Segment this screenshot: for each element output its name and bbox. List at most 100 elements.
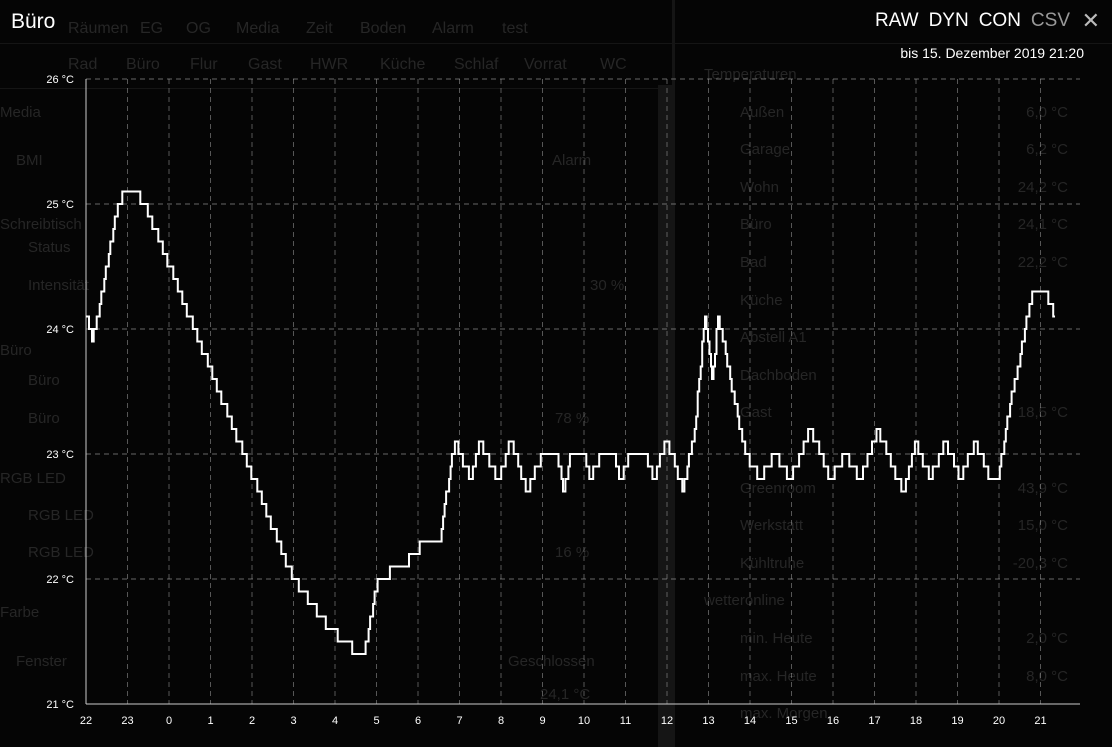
sensor-label: wetteronline [704,592,785,610]
mode-toolbar: RAW DYN CON CSV [875,10,1070,32]
top-tab: Räumen [68,20,129,37]
background-item: Farbe [0,604,40,621]
top-tab: Alarm [432,20,474,37]
room-tab: WC [600,56,627,73]
background-item: Fenster [16,653,67,670]
room-tab: Rad [68,56,98,73]
sensor-label: Greenroom [740,479,816,497]
top-tab: Boden [360,20,407,37]
divider [0,43,1112,44]
room-tab: Gast [248,56,282,73]
sensor-label: Werkstatt [740,517,804,535]
x-tick-label: 22 [80,715,92,727]
room-tab: Büro [126,56,160,73]
x-tick-label: 7 [456,715,462,727]
sensor-label: Büro [740,216,772,234]
sensor-label: Außen [740,103,785,121]
x-tick-label: 1 [207,715,213,727]
temperature-series-line [86,190,1055,655]
divider [658,85,672,747]
y-tick-label: 21 °C [46,699,74,711]
sensor-value: 15,0 °C [1017,517,1068,535]
background-item: Media [0,104,41,121]
background-item: Geschlossen [508,653,595,670]
sensor-label: Abstell A1 [740,329,807,347]
raw-button[interactable]: RAW [874,10,919,31]
chart-title: Büro [11,10,56,33]
x-tick-label: 3 [290,715,296,727]
y-tick-label: 24 °C [46,324,74,336]
sensor-label: Bad [740,254,767,271]
background-item: Status [28,239,71,256]
top-tab: OG [186,20,211,37]
room-tab: Küche [380,56,426,73]
top-tab: Zeit [306,20,333,37]
background-item: RGB LED [28,544,94,561]
sensor-label: Küche [740,291,783,309]
background-item: Intensität [28,277,89,294]
room-tab: Schlaf [454,56,499,73]
sensor-value: 2,0 °C [1026,630,1068,647]
background-item: Büro [0,342,32,359]
sensor-value: 6,2 °C [1026,141,1068,159]
sensor-value: 8,0 °C [1026,667,1068,685]
sensor-label: Kühltruhe [740,554,805,572]
x-tick-label: 14 [744,715,756,727]
sensor-label: min. Heute [740,630,813,647]
x-tick-label: 21 [1034,715,1046,727]
sensor-label: max. Heute [740,667,817,685]
room-tab: HWR [310,56,349,73]
x-tick-label: 10 [578,715,590,727]
top-tab: test [502,20,528,37]
x-tick-label: 4 [332,715,338,727]
x-tick-label: 11 [620,715,631,727]
background-item: RGB LED [0,470,66,487]
sensor-value: 22,2 °C [1017,254,1068,271]
date-range-label: bis 15. Dezember 2019 21:20 [900,45,1084,61]
x-tick-label: 9 [539,715,545,727]
close-icon[interactable]: ✕ [1081,8,1100,33]
sensor-label: Gast [740,404,772,422]
x-tick-label: 6 [415,715,421,727]
sensor-value: 24,1 °C [1017,216,1068,234]
dyn-button[interactable]: DYN [928,10,969,31]
x-tick-label: 19 [951,715,963,727]
sensor-label: max. Morgen [740,705,828,723]
x-tick-label: 15 [785,715,797,727]
x-tick-label: 18 [910,715,922,727]
sensor-value: 6,0 °C [1026,103,1068,121]
x-tick-label: 23 [121,715,133,727]
csv-button[interactable]: CSV [1030,10,1070,31]
room-tab: Flur [190,56,218,73]
top-tab: EG [140,20,164,37]
x-tick-label: 2 [249,715,255,727]
sensor-value: 43,9 °C [1017,479,1068,497]
y-tick-label: 23 °C [46,449,74,461]
sensor-value: 24,2 °C [1017,178,1068,196]
con-button[interactable]: CON [978,10,1021,31]
x-tick-label: 0 [166,715,172,727]
background-item: Schreibtisch [0,216,82,233]
x-tick-label: 5 [373,715,379,727]
x-tick-label: 20 [993,715,1005,727]
x-tick-label: 17 [868,715,880,727]
room-tab: Vorrat [524,56,567,73]
x-tick-label: 13 [702,715,714,727]
x-tick-label: 12 [661,715,673,727]
top-tab: Media [236,20,280,37]
background-item: RGB LED [28,507,94,524]
y-tick-label: 22 °C [46,574,74,586]
divider [672,0,675,747]
sensor-label: Garage [740,141,791,159]
background-item: 16 % [555,544,590,561]
background-item: Büro [28,372,60,389]
x-tick-label: 8 [498,715,504,727]
background-item: 78 % [555,410,590,427]
background-item: 24,1 °C [540,686,591,703]
y-tick-label: 25 °C [46,199,74,211]
sensor-label: Dachboden [740,366,817,384]
sensor-value: 18,5 °C [1017,404,1068,422]
sensor-value: -20,3 °C [1012,554,1068,572]
y-tick-label: 26 °C [46,74,74,86]
